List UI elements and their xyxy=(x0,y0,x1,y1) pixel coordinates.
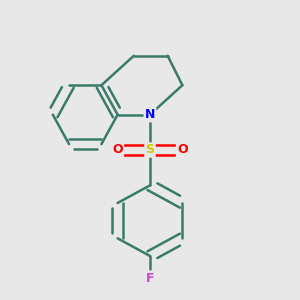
Text: N: N xyxy=(145,108,155,121)
Text: O: O xyxy=(177,143,188,157)
Text: F: F xyxy=(146,272,154,285)
Text: S: S xyxy=(146,143,154,157)
Text: O: O xyxy=(112,143,123,157)
